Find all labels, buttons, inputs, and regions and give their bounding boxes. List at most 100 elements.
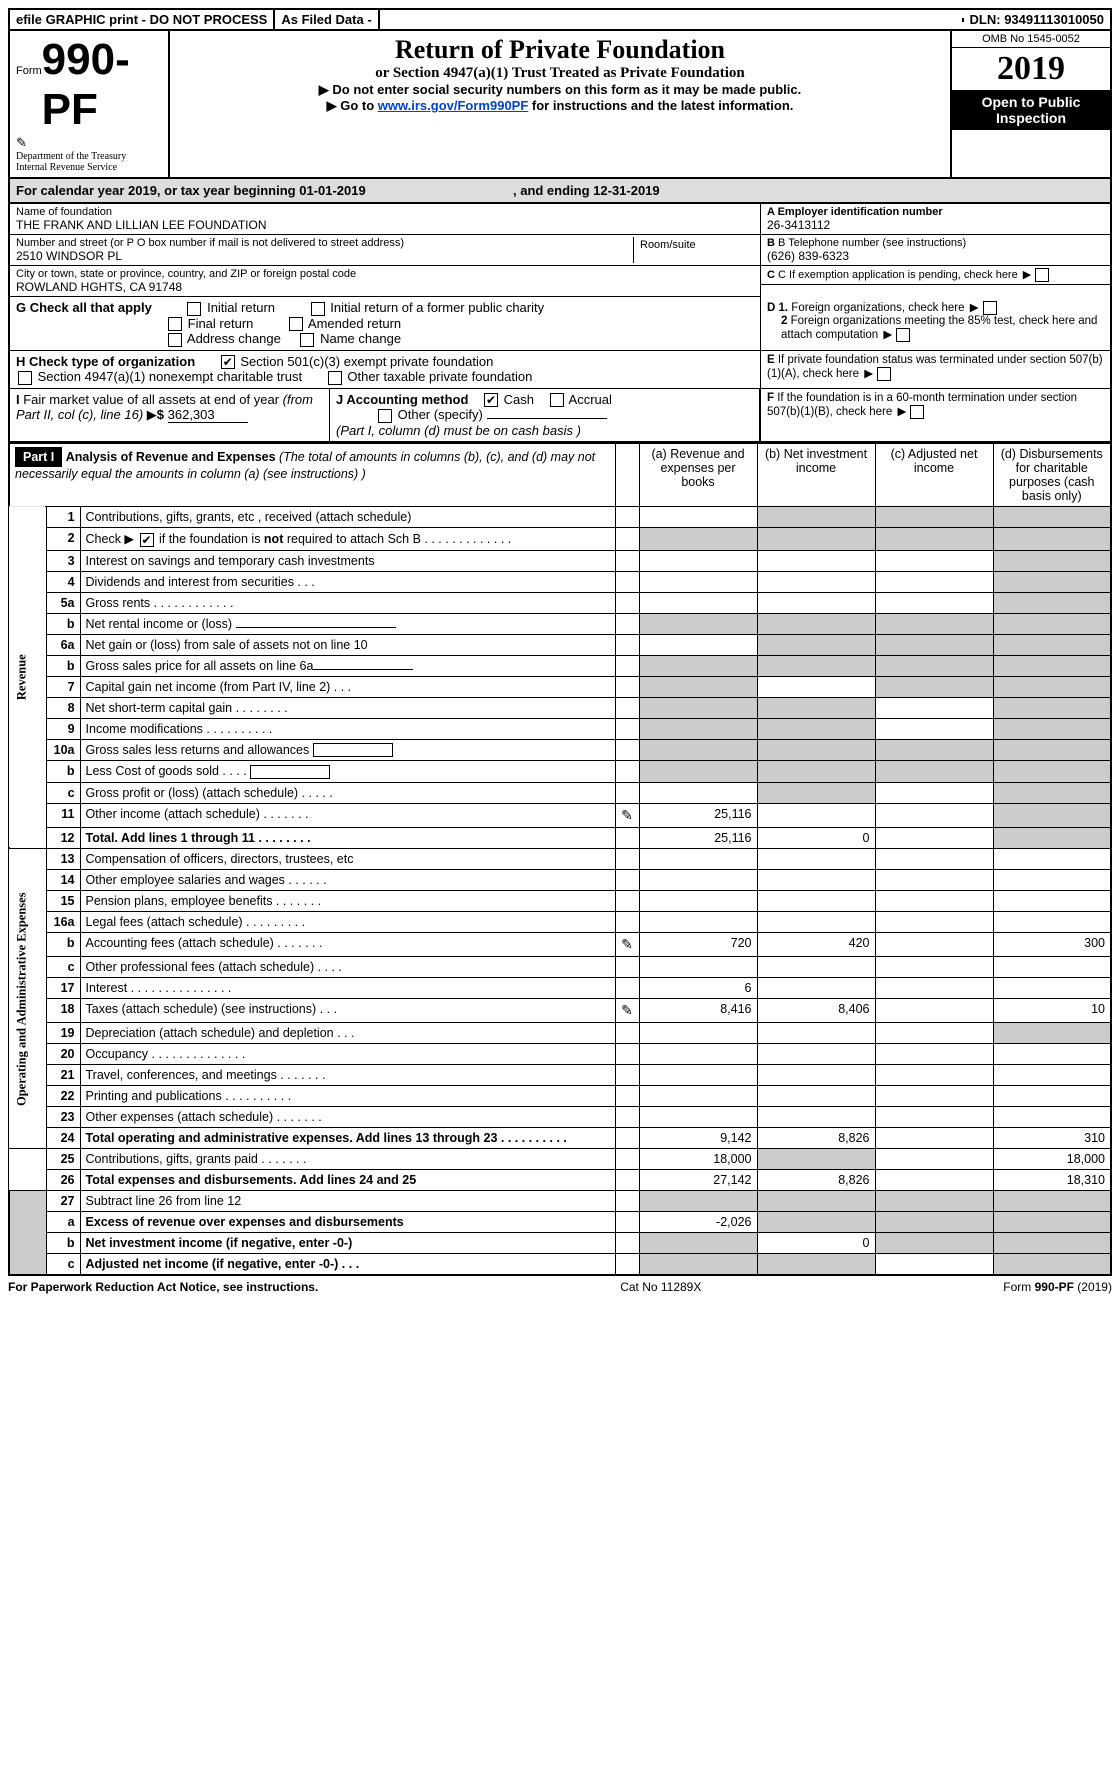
row-14: 14Other employee salaries and wages . . …: [9, 870, 1111, 891]
g-initial-former-checkbox[interactable]: [311, 302, 325, 316]
row-1: Revenue 1Contributions, gifts, grants, e…: [9, 506, 1111, 527]
c-checkbox[interactable]: [1035, 268, 1049, 282]
row-10c: cGross profit or (loss) (attach schedule…: [9, 783, 1111, 804]
revenue-side-label: Revenue: [9, 506, 46, 848]
signature-icon: ✎: [16, 135, 162, 151]
row-25: 25Contributions, gifts, grants paid . . …: [9, 1149, 1111, 1170]
row-15: 15Pension plans, employee benefits . . .…: [9, 891, 1111, 912]
j-label: J Accounting method: [336, 392, 468, 407]
j-other-checkbox[interactable]: [378, 409, 392, 423]
part1-title: Analysis of Revenue and Expenses: [66, 450, 276, 464]
footer-mid: Cat No 11289X: [620, 1280, 701, 1294]
tax-year: 2019: [952, 48, 1110, 90]
tel-label: B B Telephone number (see instructions): [767, 237, 1104, 249]
row-12: 12Total. Add lines 1 through 11 . . . . …: [9, 828, 1111, 849]
h-4947-checkbox[interactable]: [18, 371, 32, 385]
g-amended-checkbox[interactable]: [289, 317, 303, 331]
attach-icon[interactable]: [621, 938, 633, 952]
irs-line: Internal Revenue Service: [16, 162, 162, 173]
row-24: 24Total operating and administrative exp…: [9, 1128, 1111, 1149]
row-20: 20Occupancy . . . . . . . . . . . . . .: [9, 1044, 1111, 1065]
form-title: Return of Private Foundation: [180, 35, 940, 65]
form-warn1: ▶ Do not enter social security numbers o…: [180, 82, 940, 98]
info-block: Name of foundation THE FRANK AND LILLIAN…: [8, 204, 1112, 297]
part1-table: Part I Analysis of Revenue and Expenses …: [8, 443, 1112, 1276]
irs-link[interactable]: www.irs.gov/Form990PF: [378, 98, 529, 113]
form-subtitle: or Section 4947(a)(1) Trust Treated as P…: [180, 65, 940, 82]
row-16c: cOther professional fees (attach schedul…: [9, 957, 1111, 978]
i-value: 362,303: [168, 407, 248, 423]
row-8: 8Net short-term capital gain . . . . . .…: [9, 697, 1111, 718]
room-suite-label: Room/suite: [634, 237, 754, 263]
h-501c3-checkbox[interactable]: [221, 355, 235, 369]
form-label: Form: [16, 65, 42, 77]
g-label: G Check all that apply: [16, 300, 152, 315]
as-filed: As Filed Data -: [275, 10, 379, 29]
row-16a: 16aLegal fees (attach schedule) . . . . …: [9, 912, 1111, 933]
c-row: C C If exemption application is pending,…: [761, 266, 1110, 285]
row-27a: aExcess of revenue over expenses and dis…: [9, 1212, 1111, 1233]
ein-label: A Employer identification number: [767, 206, 1104, 218]
e-checkbox[interactable]: [877, 367, 891, 381]
footer-right: Form 990-PF (2019): [1003, 1280, 1112, 1294]
part1-label: Part I: [15, 447, 62, 467]
h-e-row: H Check type of organization Section 501…: [8, 351, 1112, 389]
row-5b: bNet rental income or (loss): [9, 613, 1111, 634]
j-cash-checkbox[interactable]: [484, 393, 498, 407]
j-accrual-checkbox[interactable]: [550, 393, 564, 407]
row-27: 27Subtract line 26 from line 12: [9, 1191, 1111, 1212]
row-13: Operating and Administrative Expenses 13…: [9, 849, 1111, 870]
g-final-checkbox[interactable]: [168, 317, 182, 331]
row-10b: bLess Cost of goods sold . . . .: [9, 761, 1111, 783]
d1-checkbox[interactable]: [983, 301, 997, 315]
i-j-f-row: I Fair market value of all assets at end…: [8, 389, 1112, 443]
col-d-header: (d) Disbursements for charitable purpose…: [993, 443, 1111, 506]
col-c-header: (c) Adjusted net income: [875, 443, 993, 506]
j-note: (Part I, column (d) must be on cash basi…: [336, 423, 581, 438]
row-19: 19Depreciation (attach schedule) and dep…: [9, 1023, 1111, 1044]
row-16b: bAccounting fees (attach schedule) . . .…: [9, 933, 1111, 957]
form-header: Form 990-PF ✎ Department of the Treasury…: [8, 31, 1112, 179]
col-a-header: (a) Revenue and expenses per books: [639, 443, 757, 506]
public-badge: Open to Public Inspection: [952, 90, 1110, 130]
row-22: 22Printing and publications . . . . . . …: [9, 1086, 1111, 1107]
row-3: 3Interest on savings and temporary cash …: [9, 550, 1111, 571]
row-6b: bGross sales price for all assets on lin…: [9, 655, 1111, 676]
expenses-side-label: Operating and Administrative Expenses: [9, 849, 46, 1149]
g-address-checkbox[interactable]: [168, 333, 182, 347]
tel-value: (626) 839-6323: [767, 249, 1104, 263]
row-23: 23Other expenses (attach schedule) . . .…: [9, 1107, 1111, 1128]
g-initial-checkbox[interactable]: [187, 302, 201, 316]
h-other-checkbox[interactable]: [328, 371, 342, 385]
row-11: 11Other income (attach schedule) . . . .…: [9, 804, 1111, 828]
footer: For Paperwork Reduction Act Notice, see …: [8, 1276, 1112, 1294]
row-27c: cAdjusted net income (if negative, enter…: [9, 1254, 1111, 1276]
row-9: 9Income modifications . . . . . . . . . …: [9, 718, 1111, 739]
top-bar: efile GRAPHIC print - DO NOT PROCESS As …: [8, 8, 1112, 31]
row-5a: 5aGross rents . . . . . . . . . . . .: [9, 592, 1111, 613]
form-number: 990-PF: [42, 35, 162, 135]
name-label: Name of foundation: [16, 206, 754, 218]
attach-icon[interactable]: [621, 809, 633, 823]
schb-checkbox[interactable]: [140, 533, 154, 547]
dln: DLN: 93491113010050: [964, 10, 1110, 29]
attach-icon[interactable]: [621, 1004, 633, 1018]
row-17: 17Interest . . . . . . . . . . . . . . .…: [9, 978, 1111, 999]
row-7: 7Capital gain net income (from Part IV, …: [9, 676, 1111, 697]
city-label: City or town, state or province, country…: [16, 268, 754, 280]
g-name-checkbox[interactable]: [300, 333, 314, 347]
addr-label: Number and street (or P O box number if …: [16, 237, 633, 249]
d2-checkbox[interactable]: [896, 328, 910, 342]
row-27b: bNet investment income (if negative, ent…: [9, 1233, 1111, 1254]
omb: OMB No 1545-0052: [952, 31, 1110, 48]
row-26: 26Total expenses and disbursements. Add …: [9, 1170, 1111, 1191]
ein-value: 26-3413112: [767, 218, 1104, 232]
dept-line: Department of the Treasury: [16, 151, 162, 162]
name-value: THE FRANK AND LILLIAN LEE FOUNDATION: [16, 218, 754, 232]
row-21: 21Travel, conferences, and meetings . . …: [9, 1065, 1111, 1086]
calendar-row: For calendar year 2019, or tax year begi…: [8, 179, 1112, 204]
row-10a: 10aGross sales less returns and allowanc…: [9, 739, 1111, 761]
f-checkbox[interactable]: [910, 405, 924, 419]
city-value: ROWLAND HGHTS, CA 91748: [16, 280, 754, 294]
addr-value: 2510 WINDSOR PL: [16, 249, 633, 263]
